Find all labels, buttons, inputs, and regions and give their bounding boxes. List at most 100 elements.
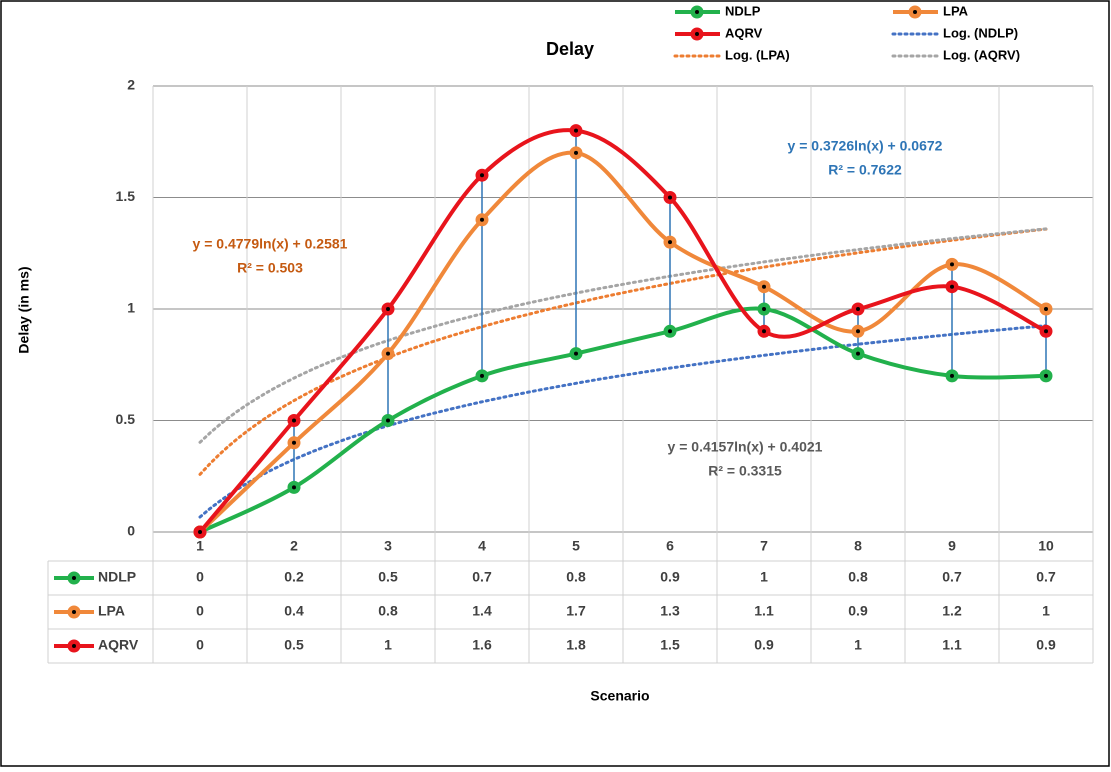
table-cell: 1.8: [566, 637, 586, 653]
data-point-center: [950, 284, 954, 289]
y-tick-label: 1.5: [116, 188, 136, 204]
table-cell: 0.9: [1036, 637, 1056, 653]
table-cell: 0.7: [942, 569, 962, 585]
y-tick-label: 0: [127, 523, 135, 539]
table-cell: 1.5: [660, 637, 680, 653]
x-tick-label: 9: [948, 538, 956, 554]
legend-label: Log. (LPA): [725, 47, 790, 62]
data-point-center: [1044, 329, 1048, 334]
table-cell: 0.9: [848, 603, 868, 619]
data-point-center: [292, 485, 296, 490]
data-point-center: [668, 195, 672, 200]
table-cell: 0.9: [754, 637, 774, 653]
table-cell: 1.7: [566, 603, 586, 619]
data-point-center: [292, 440, 296, 445]
table-cell: 0.4: [284, 603, 304, 619]
trendline: [198, 227, 1048, 444]
x-axis-title: Scenario: [590, 688, 649, 704]
legend-marker-center: [913, 10, 917, 14]
table-row-label: NDLP: [98, 569, 136, 585]
data-point-center: [668, 329, 672, 334]
data-point-center: [856, 329, 860, 334]
series-line: [198, 150, 1047, 534]
y-axis-title: Delay (in ms): [16, 266, 32, 353]
data-point-center: [574, 128, 578, 133]
legend-marker-center: [695, 32, 699, 36]
chart-title: Delay: [546, 39, 594, 59]
x-tick-label: 4: [478, 538, 486, 554]
data-point-center: [480, 217, 484, 222]
legend-label: Log. (AQRV): [943, 47, 1020, 62]
x-tick-label: 2: [290, 538, 298, 554]
x-tick-label: 6: [666, 538, 674, 554]
trendline-r-squared: R² = 0.503: [237, 260, 303, 276]
x-tick-label: 5: [572, 538, 580, 554]
data-point-center: [198, 530, 202, 534]
trendline-r-squared: R² = 0.7622: [828, 162, 902, 178]
table-cell: 1.3: [660, 603, 680, 619]
x-tick-label: 7: [760, 538, 768, 554]
trendline-equation: y = 0.3726ln(x) + 0.0672: [788, 138, 943, 154]
series-line: [198, 128, 1047, 534]
table-cell: 0: [196, 603, 204, 619]
table-cell: 0: [196, 569, 204, 585]
table-cell: 0: [196, 637, 204, 653]
table-cell: 1.2: [942, 603, 962, 619]
legend-label: NDLP: [725, 3, 761, 18]
trendline-equation: y = 0.4779ln(x) + 0.2581: [193, 236, 348, 252]
table-cell: 1.1: [942, 637, 962, 653]
table-cell: 1: [384, 637, 392, 653]
table-cell: 0.5: [378, 569, 398, 585]
legend-label: LPA: [943, 3, 969, 18]
table-cell: 0.8: [378, 603, 398, 619]
x-tick-label: 10: [1038, 538, 1054, 554]
x-tick-label: 1: [196, 538, 204, 554]
table-key-marker-center: [72, 576, 76, 580]
table-key-marker-center: [72, 610, 76, 614]
data-point-center: [386, 351, 390, 356]
data-point-center: [950, 373, 954, 378]
table-key-marker-center: [72, 644, 76, 648]
y-tick-label: 1: [127, 300, 135, 316]
table-cell: 0.7: [1036, 569, 1056, 585]
trendline-equation: y = 0.4157ln(x) + 0.4021: [668, 439, 823, 455]
table-cell: 1: [854, 637, 862, 653]
data-point-center: [762, 307, 766, 311]
y-tick-label: 0.5: [116, 411, 136, 427]
legend-label: AQRV: [725, 25, 763, 40]
table-cell: 1.4: [472, 603, 492, 619]
table-cell: 0.8: [848, 569, 868, 585]
trendline: [198, 324, 1048, 519]
data-point-center: [386, 307, 390, 311]
data-point-center: [1044, 373, 1048, 378]
x-tick-label: 8: [854, 538, 862, 554]
data-point-center: [762, 284, 766, 289]
table-cell: 1.6: [472, 637, 492, 653]
data-point-center: [856, 307, 860, 311]
series-line: [199, 306, 1047, 534]
table-row-label: AQRV: [98, 637, 139, 653]
data-point-center: [480, 373, 484, 378]
data-point-center: [480, 173, 484, 178]
table-cell: 1: [760, 569, 768, 585]
data-point-center: [574, 351, 578, 356]
data-point-center: [292, 418, 296, 423]
x-tick-label: 3: [384, 538, 392, 554]
table-cell: 0.5: [284, 637, 304, 653]
trendline-r-squared: R² = 0.3315: [708, 463, 782, 479]
legend-marker-center: [695, 10, 699, 14]
table-cell: 0.8: [566, 569, 586, 585]
data-point-center: [1044, 307, 1048, 311]
y-tick-label: 2: [127, 77, 135, 93]
table-cell: 1.1: [754, 603, 774, 619]
data-point-center: [668, 240, 672, 245]
legend-label: Log. (NDLP): [943, 25, 1018, 40]
table-cell: 1: [1042, 603, 1050, 619]
data-point-center: [762, 329, 766, 334]
data-point-center: [574, 150, 578, 155]
data-point-center: [856, 351, 860, 356]
table-cell: 0.7: [472, 569, 492, 585]
table-row-label: LPA: [98, 603, 125, 619]
